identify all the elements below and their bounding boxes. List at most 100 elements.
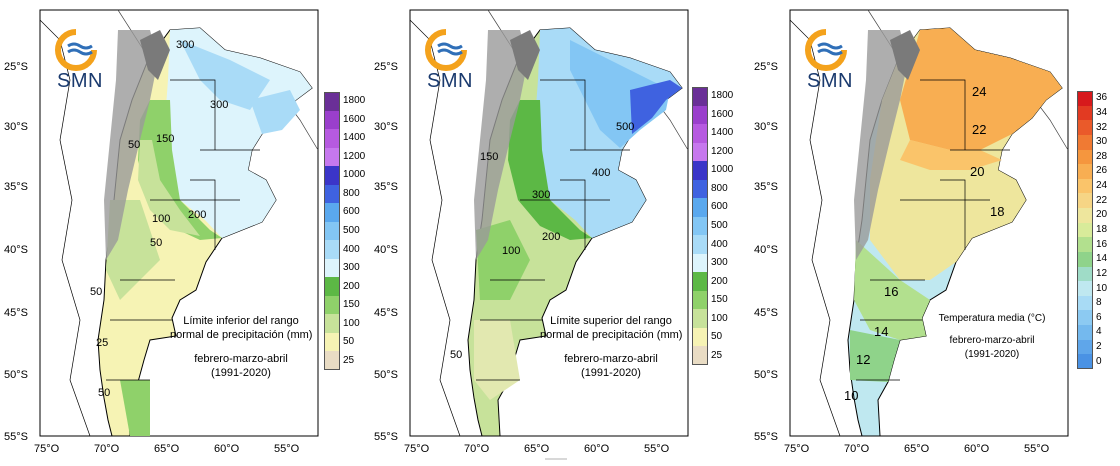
colorbar-swatch [324,221,340,241]
colorbar-label: 1600 [343,113,366,125]
colorbar-label: 4 [1096,326,1102,338]
colorbar-border [692,87,708,365]
contour-label: 10 [844,388,858,403]
smn-logo-icon [55,29,97,71]
colorbar-label: 28 [1096,150,1108,162]
lat-tick: 25°S [754,61,778,73]
smn-logo-icon [425,29,467,71]
contour-label: 150 [480,151,498,163]
lon-tick: 70°O [94,443,120,455]
colorbar-swatch [1077,339,1093,355]
colorbar-swatch [1077,266,1093,282]
lat-tick: 40°S [4,244,28,256]
map-caption: Límite superior del rango normal de prec… [540,314,682,380]
lon-tick: 70°O [844,443,870,455]
lat-tick: 35°S [4,181,28,193]
colorbar-swatch [1077,149,1093,165]
longitude-axis: 75°O 70°O 65°O 60°O 55°O [784,443,1050,455]
colorbar-swatch [692,290,708,310]
colorbar-swatch [1077,251,1093,268]
province-lines [856,79,1010,381]
colorbar-label: 1200 [343,150,366,162]
colorbar-swatch [1077,295,1093,311]
colorbar-swatch [692,346,708,366]
colorbar-label: 1000 [711,164,734,176]
colorbar-label: 500 [711,220,728,231]
latitude-axis: 25°S 30°S 35°S 40°S 45°S 50°S 55°S [374,61,398,443]
colorbar-swatch [692,253,708,273]
colorbar-label: 1200 [711,145,734,157]
panel-lower-limit: 300 300 50 150 100 50 200 50 25 50 25°S … [0,0,370,466]
colorbar-swatch [692,124,708,144]
colorbar-swatch [1077,134,1093,151]
andes-relief [474,30,528,260]
region-22 [900,140,1002,170]
colorbar-label: 1400 [711,127,734,139]
colorbar-label: 36 [1096,92,1108,104]
lat-tick: 45°S [374,307,398,319]
lon-tick: 60°O [964,443,990,455]
lat-tick: 55°S [374,431,398,443]
lon-tick: 55°O [274,443,300,455]
smn-logo-text: SMN [807,70,853,92]
colorbar: 36 34 32 30 28 26 24 22 20 18 16 14 12 10 8 6 4 2 0 [1077,91,1120,370]
colorbar-label: 32 [1096,121,1108,133]
lat-tick: 30°S [374,121,398,133]
colorbar-swatch [692,272,708,292]
colorbar-swatch [324,351,340,371]
colorbar-swatch [324,295,340,315]
contour-label: 50 [90,286,102,298]
region-800 [630,80,682,134]
colorbar-swatch [692,235,708,255]
colorbar-swatch [324,332,340,352]
andes-peaks [140,30,170,80]
caption-title-1: Límite inferior del rango [183,315,299,327]
colorbar-swatch [324,184,340,204]
latitude-axis: 25°S 30°S 35°S 40°S 45°S 50°S 55°S [754,61,778,443]
andes-relief [854,30,908,260]
colorbar-border [324,92,340,370]
caption-years: (1991-2020) [964,349,1020,360]
contour-label: 24 [972,84,986,99]
contour-label: 16 [884,284,898,299]
colorbar-label: 1800 [343,95,366,107]
colorbar-label: 22 [1096,194,1108,206]
longitude-axis: 75°O 70°O 65°O 60°O 55°O [34,443,300,455]
contour-label: 300 [176,39,194,51]
caption-years: (1991-2020) [211,367,271,379]
smn-logo-text: SMN [427,70,473,92]
colorbar-swatch [324,166,340,186]
contour-label: 100 [152,213,170,225]
region-400 [180,40,270,110]
colorbar-swatch [324,277,340,297]
map-temperature: 24 22 20 18 16 14 12 10 25°S 30°S 35°S 4… [754,9,1069,455]
chile-coast [789,19,841,437]
colorbar-label: 10 [1096,282,1108,294]
lat-tick: 40°S [374,244,398,256]
lat-tick: 25°S [4,61,28,73]
colorbar-label: 800 [711,182,728,194]
caption-period: febrero-marzo-abril [194,353,288,365]
colorbar-label: 200 [711,275,728,287]
map-caption: Temperatura media (°C) febrero-marzo-abr… [926,312,1058,362]
contour-label: 150 [156,133,174,145]
colorbar-label: 50 [711,331,723,343]
colorbar-label: 34 [1096,106,1108,118]
colorbar-label: 400 [711,238,728,250]
province-lines [476,79,630,381]
colorbar-label: 1600 [711,108,734,120]
colorbar-label: 30 [1096,136,1108,148]
contour-label: 50 [98,387,110,399]
contour-label: 22 [972,122,986,137]
colorbar-label: 8 [1096,297,1102,309]
colorbar-swatch [692,198,708,218]
region-100 [138,140,200,236]
colorbar-label: 26 [1096,165,1108,177]
lon-tick: 55°O [644,443,670,455]
colorbar-label: 18 [1096,224,1108,235]
colorbar-label: 100 [343,317,360,329]
caption-title-2: normal de precipitación (mm) [170,329,313,341]
lat-tick: 25°S [374,61,398,73]
colorbar-label: 150 [711,294,728,306]
lat-tick: 40°S [754,244,778,256]
